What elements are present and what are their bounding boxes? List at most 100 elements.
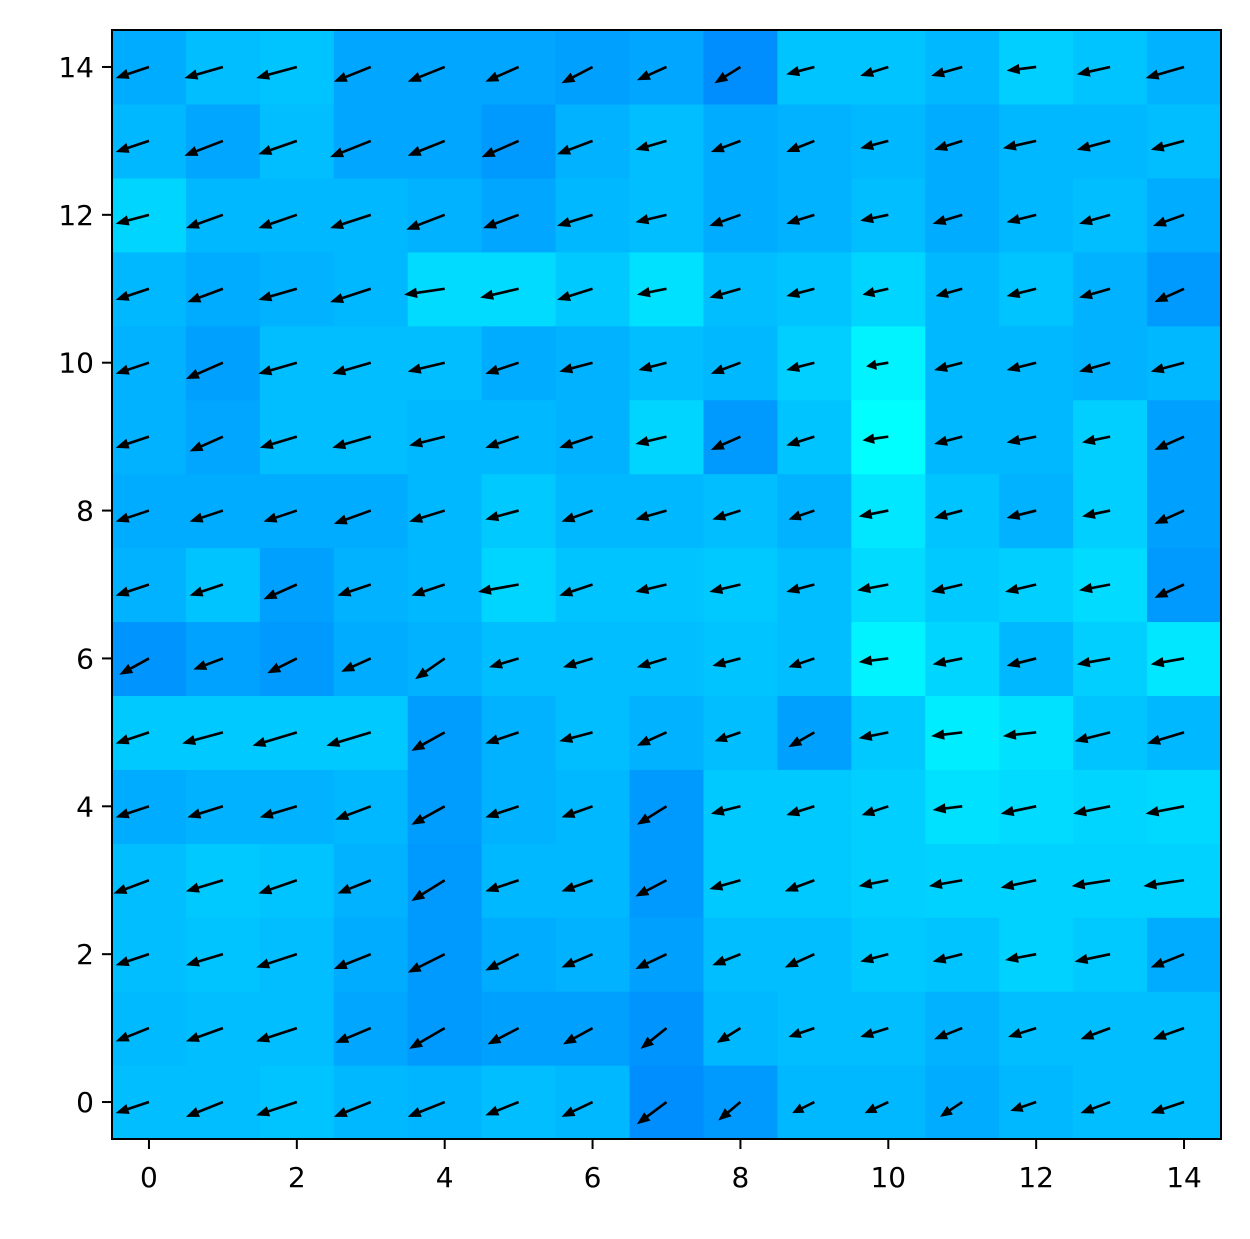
heatmap-cell <box>333 769 409 844</box>
quiver-arrow <box>337 583 372 597</box>
quiver-arrow <box>185 1026 224 1042</box>
quiver-arrow <box>561 879 593 892</box>
quiver-arrow <box>485 1100 520 1116</box>
heatmap-cell <box>333 103 409 179</box>
quiver-arrow <box>407 361 445 374</box>
heatmap-cell <box>1147 103 1222 179</box>
quiver-arrow <box>415 657 446 680</box>
heatmap-cell <box>481 621 557 696</box>
quiver-arrow <box>718 1101 742 1121</box>
quiver-arrow <box>1006 361 1037 372</box>
heatmap-cell <box>1073 547 1148 623</box>
heatmap-cell <box>333 547 409 623</box>
quiver-arrow <box>406 213 446 230</box>
heatmap-cell <box>777 621 852 696</box>
quiver-arrow <box>485 953 520 971</box>
quiver-arrow <box>409 1026 446 1049</box>
heatmap-cell <box>1073 473 1148 549</box>
quiver-arrow <box>559 361 593 374</box>
heatmap-cell <box>925 991 1000 1066</box>
quiver-arrow <box>1150 1100 1185 1114</box>
heatmap-cell <box>112 473 187 549</box>
quiver-arrow <box>332 361 372 376</box>
quiver-arrow <box>714 65 742 84</box>
quiver-arrow-layer <box>113 63 1185 1125</box>
quiver-arrow <box>934 1026 963 1040</box>
quiver-arrow <box>256 1026 298 1043</box>
heatmap-cell <box>999 251 1074 327</box>
quiver-arrow <box>1002 139 1037 151</box>
heatmap-cell <box>999 473 1074 549</box>
heatmap-cell <box>555 103 631 179</box>
heatmap-cell <box>112 917 187 992</box>
quiver-arrow <box>1152 1026 1185 1040</box>
quiver-arrow <box>788 731 816 748</box>
quiver-arrow <box>940 1100 963 1117</box>
heatmap-cell <box>185 547 261 623</box>
heatmap-cell <box>1073 621 1148 696</box>
quiver-arrow <box>714 731 741 743</box>
quiver-arrow <box>932 952 963 964</box>
heatmap-cell <box>999 621 1074 696</box>
quiver-arrow <box>185 1100 224 1117</box>
heatmap-cell <box>407 30 483 105</box>
heatmap-cell <box>777 547 852 623</box>
heatmap-cell <box>1147 769 1222 844</box>
heatmap-cell <box>1073 991 1148 1066</box>
quiver-arrow <box>1073 805 1111 817</box>
quiver-arrow <box>710 805 741 816</box>
heatmap-cell <box>999 103 1074 179</box>
quiver-arrow <box>784 879 815 892</box>
heatmap-cell <box>112 695 187 770</box>
quiver-arrow <box>931 729 963 740</box>
y-tick-label: 8 <box>76 495 94 528</box>
quiver-arrow <box>1006 509 1037 520</box>
quiver-arrow <box>559 583 593 597</box>
heatmap-cell <box>629 917 705 992</box>
y-tick-label: 10 <box>58 347 94 380</box>
heatmap-cell <box>407 177 483 253</box>
quiver-arrow <box>483 213 520 229</box>
heatmap-cell <box>851 251 926 327</box>
heatmap-cell <box>1073 103 1148 179</box>
quiver-arrow <box>119 657 150 675</box>
heatmap-cell <box>1147 547 1222 623</box>
quiver-arrow <box>259 805 298 819</box>
quiver-arrow <box>784 952 815 968</box>
quiver-arrow <box>337 879 372 894</box>
quiver-arrow <box>1074 731 1111 744</box>
quiver-arrow <box>115 213 150 226</box>
quiver-arrow <box>1080 1100 1111 1114</box>
quiver-arrow <box>866 359 889 370</box>
quiver-arrow <box>333 65 372 82</box>
y-tick-label: 2 <box>76 938 94 971</box>
quiver-arrow <box>485 361 520 375</box>
heatmap-cell <box>407 917 483 992</box>
quiver-arrow <box>1006 63 1037 75</box>
quiver-arrow <box>635 879 668 897</box>
heatmap-cell <box>259 177 335 253</box>
heatmap-cell <box>185 621 261 696</box>
quiver-arrow <box>636 1100 668 1125</box>
heatmap-cell <box>925 769 1000 844</box>
quiver-arrow <box>860 213 889 224</box>
heatmap-cell <box>185 251 261 327</box>
quiver-arrow <box>860 139 889 151</box>
heatmap-cell <box>112 1065 187 1140</box>
quiver-arrow <box>786 361 815 372</box>
quiver-arrow <box>335 805 372 820</box>
heatmap-cell <box>777 843 852 918</box>
quiver-arrow <box>489 657 520 669</box>
heatmap-cell <box>333 621 409 696</box>
quiver-arrow <box>709 213 741 227</box>
x-tick-label: 10 <box>870 1161 906 1194</box>
quiver-arrow <box>1150 656 1185 668</box>
quiver-arrow <box>1145 65 1185 80</box>
heatmap-cell <box>259 621 335 696</box>
heatmap-cell <box>333 325 409 401</box>
quiver-arrow <box>115 287 150 301</box>
quiver-arrow <box>263 509 298 523</box>
heatmap-cell <box>185 30 261 105</box>
quiver-arrow <box>407 953 446 973</box>
heatmap-cell <box>333 843 409 918</box>
